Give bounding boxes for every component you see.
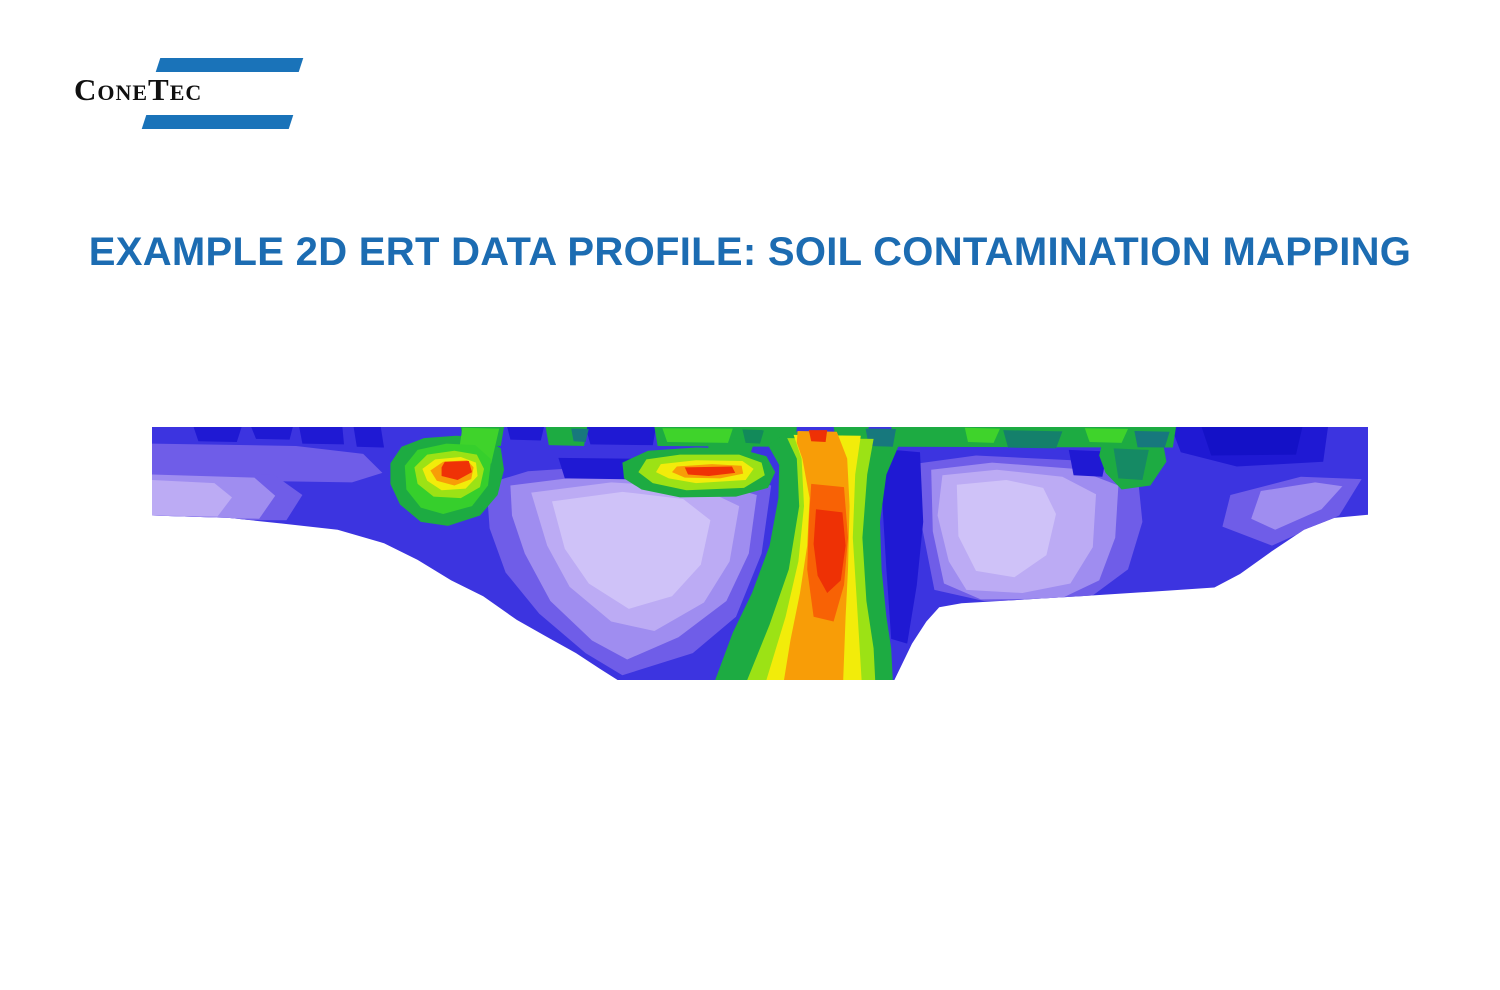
layer-red-featB (684, 466, 736, 477)
layer-darkblue-surf-c (299, 427, 344, 445)
layer-teal-3 (1003, 430, 1063, 449)
layer-purpleblue-left-band (152, 443, 383, 483)
layer-teal-blob-core (1113, 448, 1149, 480)
layer-lightest-mid (552, 491, 711, 609)
layer-darkblue-surf-a (193, 427, 242, 443)
layer-darkblue-surf-b (251, 427, 293, 440)
layer-darkblue-gap1 (507, 427, 544, 441)
layer-teal-1 (571, 428, 589, 443)
layer-lightpurple-farright (1251, 482, 1343, 530)
layer-darkblue-vertical (881, 449, 924, 644)
layer-darkblue-gap2 (585, 427, 656, 446)
layer-teal-4 (1134, 430, 1170, 448)
layer-lightest-right (956, 479, 1056, 578)
logo-text: ConeTec (74, 72, 203, 107)
layer-darkblue-surf-d (353, 427, 384, 448)
layer-lavender-left (152, 479, 232, 517)
ert-profile-chart (152, 427, 1368, 680)
contour-layers (152, 427, 1368, 680)
layer-bright-right1 (964, 427, 1000, 443)
layer-teal-2 (865, 428, 896, 447)
layer-bright-right2 (1084, 428, 1128, 443)
layer-navy-rightsurf (1201, 427, 1303, 456)
conetec-logo: ConeTec (70, 52, 304, 137)
layer-red-plume (813, 509, 846, 594)
layer-red-hotspot (441, 460, 472, 480)
layer-bright-band3 (662, 428, 733, 443)
layer-darkblue-5759 (1068, 449, 1108, 477)
layer-red-surface-spot (808, 430, 828, 443)
page-title: EXAMPLE 2D ERT DATA PROFILE: SOIL CONTAM… (88, 230, 1412, 274)
layer-teal-5 (742, 429, 764, 444)
